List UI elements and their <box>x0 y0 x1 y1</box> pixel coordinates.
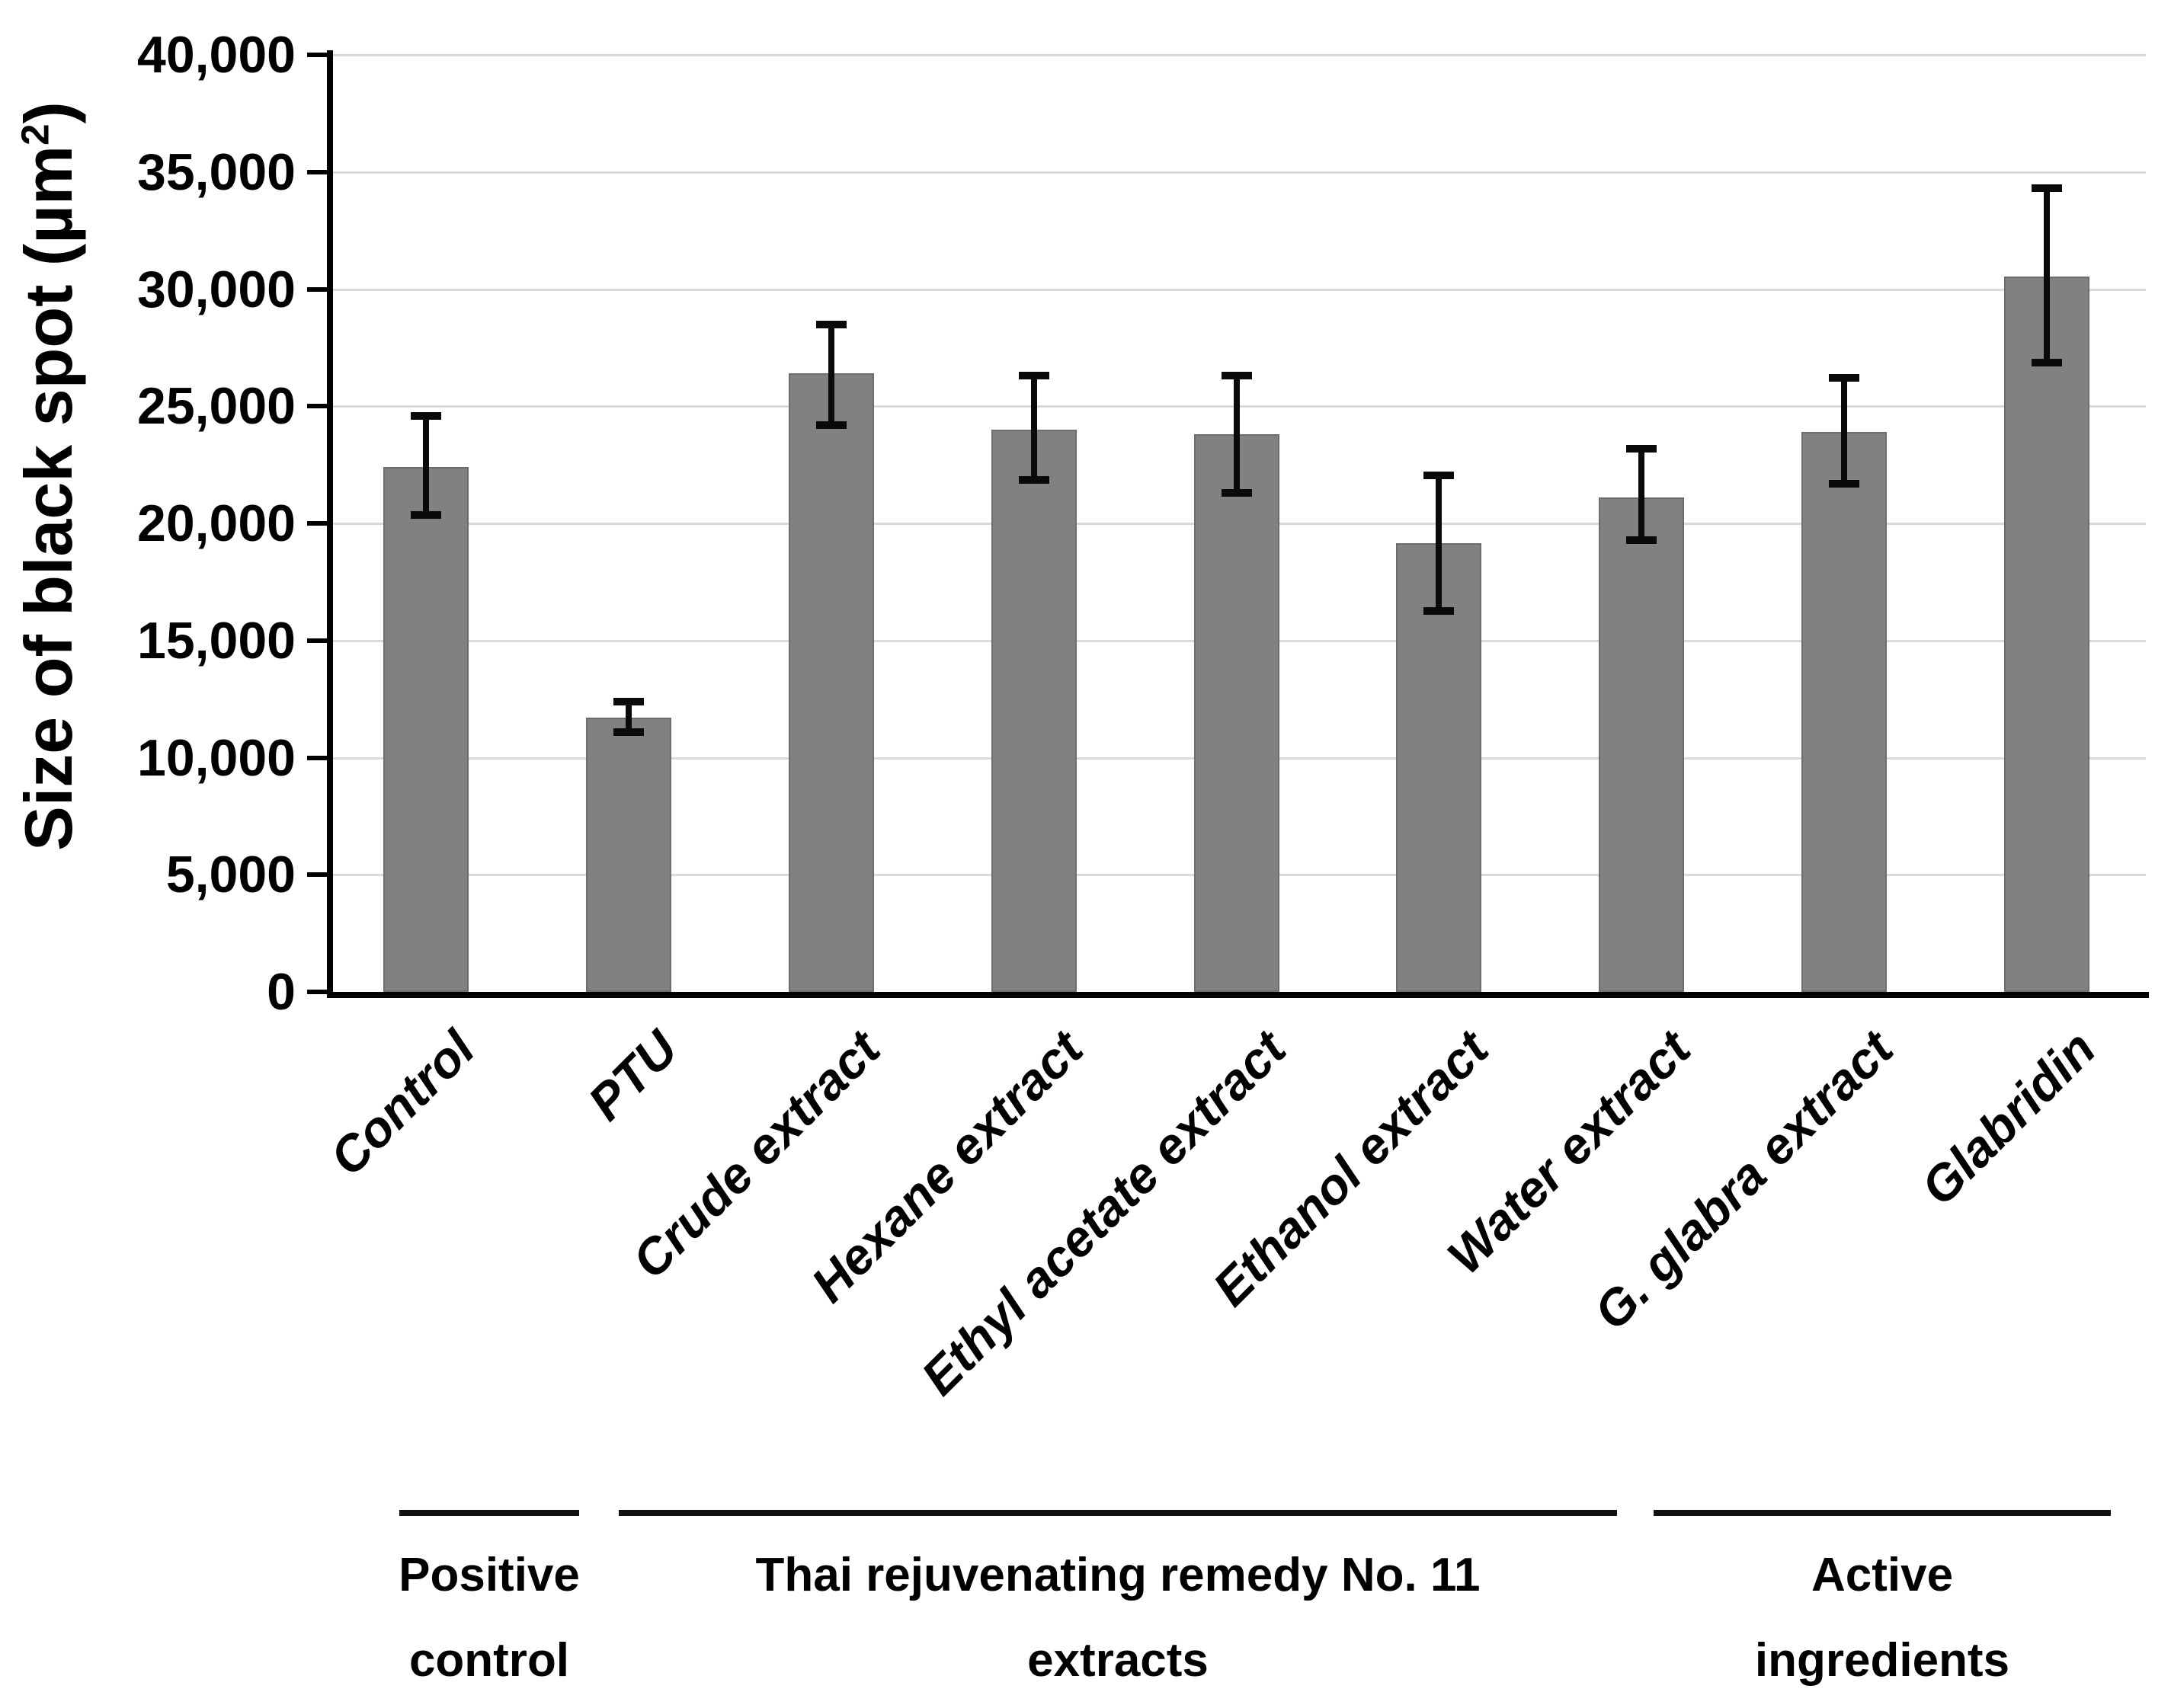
bar-ptu <box>585 718 671 992</box>
y-tick-label: 30,000 <box>137 260 296 318</box>
error-bar-cap-top-ptu <box>613 697 644 705</box>
error-bar-cap-top-g-glabra-extract <box>1829 374 1860 382</box>
error-bar-cap-bottom-hexane-extract <box>1018 476 1049 485</box>
error-bar-cap-bottom-ptu <box>613 728 644 736</box>
y-tick-mark-10,000 <box>307 755 330 760</box>
y-tick-mark-25,000 <box>307 404 330 409</box>
error-bar-cap-bottom-g-glabra-extract <box>1829 479 1860 488</box>
bar-hexane-extract <box>991 430 1077 992</box>
error-bar-stem-crude-extract <box>828 324 834 425</box>
x-axis-line <box>327 992 2149 998</box>
bar-control <box>383 467 469 992</box>
error-bar-cap-top-crude-extract <box>815 320 847 328</box>
error-bar-stem-glabridin <box>2044 188 2050 363</box>
error-bar-cap-top-ethanol-extract <box>1423 471 1455 479</box>
x-tick-label-control: Control <box>319 1019 486 1186</box>
y-tick-label: 35,000 <box>137 142 296 201</box>
bar-crude-extract <box>788 373 874 992</box>
group-label-1-line1: Positive <box>399 1549 580 1601</box>
y-axis-title-superscript: 2 <box>13 123 57 146</box>
error-bar-cap-top-water-extract <box>1626 444 1657 453</box>
y-tick-label: 0 <box>267 963 296 1021</box>
y-axis-line <box>327 50 333 998</box>
group-label-3-line2: ingredients <box>1754 1634 2010 1687</box>
error-bar-stem-ethanol-extract <box>1436 475 1443 612</box>
y-tick-mark-40,000 <box>307 53 330 57</box>
error-bar-cap-bottom-ethyl-acetate-extract <box>1221 489 1252 497</box>
x-tick-label-ethyl-acetate-extract: Ethyl acetate extract <box>910 1019 1296 1406</box>
x-tick-label-ptu: PTU <box>577 1019 688 1131</box>
bar-ethyl-acetate-extract <box>1193 434 1279 992</box>
gridline-40,000 <box>330 54 2146 56</box>
bar-water-extract <box>1599 497 1685 992</box>
group-label-1-line2: control <box>408 1634 570 1687</box>
y-tick-label: 5,000 <box>165 846 296 904</box>
error-bar-cap-bottom-water-extract <box>1626 536 1657 544</box>
group-label-2-line2: extracts <box>1027 1634 1209 1687</box>
bar-ethanol-extract <box>1396 543 1482 992</box>
error-bar-cap-top-control <box>411 411 441 420</box>
error-bar-stem-ptu <box>625 701 632 732</box>
error-bar-cap-bottom-control <box>411 511 441 520</box>
bar-g-glabra-extract <box>1801 432 1888 992</box>
group-line-1 <box>399 1510 579 1516</box>
gridline-30,000 <box>330 288 2146 291</box>
group-label-2-line1: Thai rejuvenating remedy No. 11 <box>755 1549 1481 1601</box>
error-bar-cap-top-glabridin <box>2032 184 2062 193</box>
x-tick-label-glabridin: Glabridin <box>1910 1019 2107 1216</box>
y-tick-label: 20,000 <box>137 494 296 552</box>
error-bar-stem-hexane-extract <box>1030 376 1037 481</box>
y-tick-label: 15,000 <box>137 611 296 670</box>
y-tick-mark-5,000 <box>307 872 330 878</box>
error-bar-stem-water-extract <box>1638 448 1645 540</box>
y-tick-label: 40,000 <box>137 26 296 84</box>
error-bar-stem-ethyl-acetate-extract <box>1233 376 1240 494</box>
error-bar-cap-top-ethyl-acetate-extract <box>1221 372 1252 380</box>
y-tick-mark-15,000 <box>307 638 330 643</box>
error-bar-cap-bottom-ethanol-extract <box>1423 607 1455 616</box>
error-bar-stem-control <box>423 415 429 516</box>
error-bar-cap-top-hexane-extract <box>1018 372 1049 380</box>
bar-glabridin <box>2004 276 2089 992</box>
group-line-2 <box>619 1510 1617 1516</box>
y-axis-title-close: ) <box>11 101 86 124</box>
y-tick-mark-30,000 <box>307 286 330 292</box>
y-tick-label: 10,000 <box>137 728 296 787</box>
group-label-3-line1: Active <box>1811 1549 1954 1601</box>
gridline-35,000 <box>330 171 2146 174</box>
error-bar-cap-bottom-crude-extract <box>815 421 847 429</box>
y-tick-mark-20,000 <box>307 521 330 526</box>
error-bar-stem-g-glabra-extract <box>1841 378 1848 484</box>
y-tick-label: 25,000 <box>137 377 296 436</box>
error-bar-cap-bottom-glabridin <box>2032 359 2062 367</box>
y-tick-mark-35,000 <box>307 169 330 174</box>
y-tick-mark-0 <box>307 990 330 994</box>
group-line-3 <box>1654 1510 2111 1516</box>
